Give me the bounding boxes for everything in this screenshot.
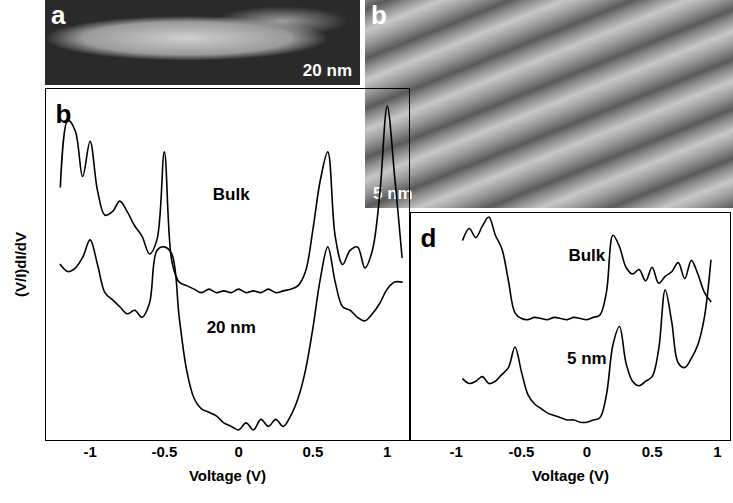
svg-text:-0.5: -0.5 <box>509 443 535 460</box>
svg-text:Voltage (V): Voltage (V) <box>189 467 266 484</box>
svg-text:-1: -1 <box>450 443 463 460</box>
svg-text:(V/I)dI/dV: (V/I)dI/dV <box>12 232 29 297</box>
html-text:a: a <box>51 0 66 30</box>
svg-text:-0.5: -0.5 <box>151 443 177 460</box>
html-text:b: b <box>371 0 387 30</box>
html-text:20 nm: 20 nm <box>302 61 352 80</box>
html-text:5 nm: 5 nm <box>373 184 413 203</box>
svg-text:1: 1 <box>713 443 721 460</box>
svg-text:Voltage (V): Voltage (V) <box>532 467 609 484</box>
svg-text:d: d <box>421 223 437 253</box>
svg-text:20 nm: 20 nm <box>207 318 256 337</box>
svg-text:0.5: 0.5 <box>642 443 663 460</box>
svg-text:1: 1 <box>383 443 391 460</box>
svg-text:Bulk: Bulk <box>213 185 250 204</box>
svg-text:Bulk: Bulk <box>568 246 605 265</box>
svg-text:0: 0 <box>583 443 591 460</box>
svg-text:5 nm: 5 nm <box>567 349 607 368</box>
svg-text:-1: -1 <box>83 443 96 460</box>
svg-text:0: 0 <box>234 443 242 460</box>
svg-text:b: b <box>56 99 72 129</box>
svg-text:0.5: 0.5 <box>302 443 323 460</box>
